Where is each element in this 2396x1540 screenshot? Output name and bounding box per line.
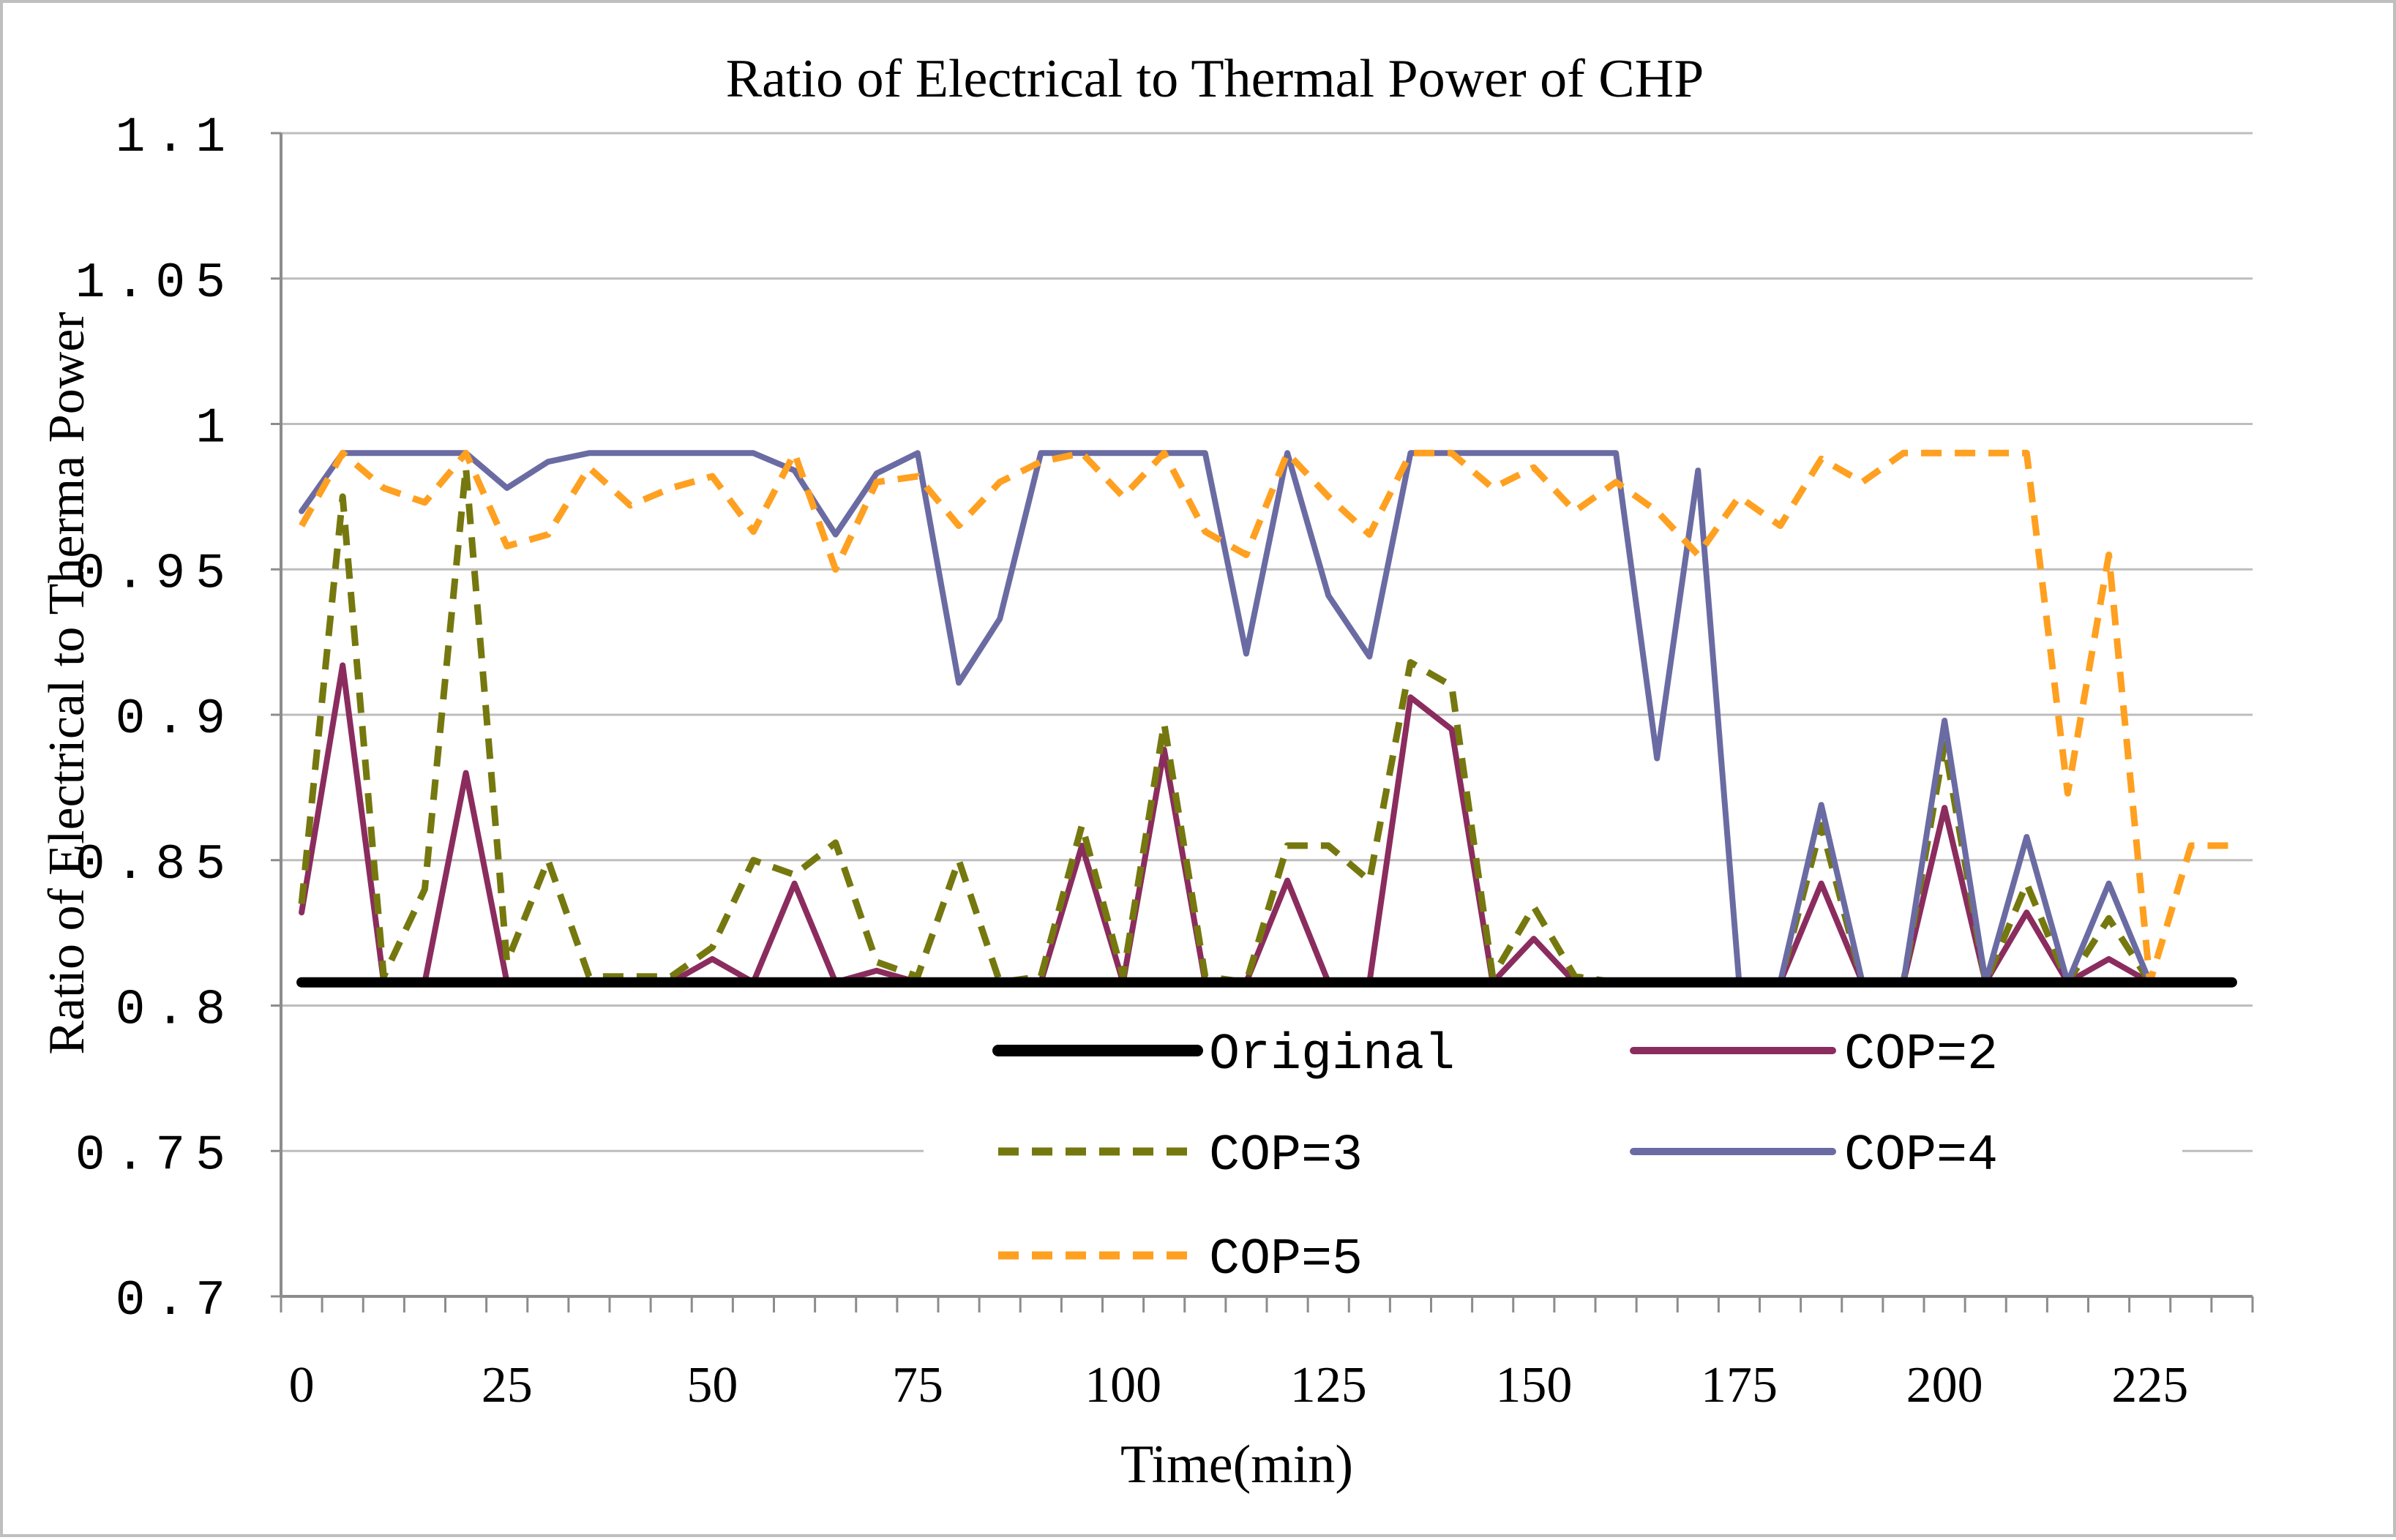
legend: Original COP=2 COP=3 COP=4 COP=5 xyxy=(924,1007,2182,1289)
series-lines xyxy=(296,449,2237,988)
series-line-cop-4 xyxy=(299,450,2235,985)
y-axis-label: Ratio of Electrical to Therma Power xyxy=(39,312,95,1054)
x-tick-label: 150 xyxy=(1495,1357,1572,1413)
x-tick-label: 100 xyxy=(1085,1357,1161,1413)
y-tick-label: 0.85 xyxy=(75,837,236,893)
legend-label-cop-5: COP=5 xyxy=(1209,1231,1363,1289)
legend-label-cop-3: COP=3 xyxy=(1209,1127,1363,1185)
gridlines xyxy=(281,132,2253,1152)
x-axis-label: Time(min) xyxy=(1120,1435,1353,1495)
legend-label-original: Original xyxy=(1209,1026,1455,1084)
chart-title: Ratio of Electrical to Thermal Power of … xyxy=(726,49,1704,109)
y-tick-label: 0.75 xyxy=(75,1127,236,1184)
series-line-cop-5 xyxy=(299,449,2232,986)
x-tick-label: 0 xyxy=(289,1357,315,1413)
y-tick-label: 0.95 xyxy=(75,546,236,602)
legend-label-cop-2: COP=2 xyxy=(1844,1026,1998,1084)
legend-label-cop-4: COP=4 xyxy=(1844,1127,1998,1185)
axes: 0.7 0.75 0.8 0.85 0.9 0.95 1 1.05 1.1 0 25 50 75 100 1… xyxy=(75,110,2254,1413)
x-tick-label: 75 xyxy=(892,1357,943,1413)
y-tick-label: 1.1 xyxy=(116,110,236,166)
y-tick-label: 1.05 xyxy=(75,255,236,312)
y-tick-label: 1 xyxy=(195,401,236,457)
x-tick-label: 225 xyxy=(2111,1357,2188,1413)
line-chart: Ratio of Electrical to Thermal Power of … xyxy=(39,49,2254,1495)
y-tick-label: 0.9 xyxy=(116,691,236,748)
x-tick-label: 50 xyxy=(686,1357,738,1413)
x-tick-label: 125 xyxy=(1290,1357,1367,1413)
y-tick-label: 0.8 xyxy=(116,983,236,1039)
x-tick-label: 175 xyxy=(1701,1357,1778,1413)
x-tick-label: 25 xyxy=(482,1357,533,1413)
y-tick-label: 0.7 xyxy=(116,1273,236,1329)
x-tick-label: 200 xyxy=(1906,1357,1983,1413)
series-line-cop-2 xyxy=(299,662,2235,985)
